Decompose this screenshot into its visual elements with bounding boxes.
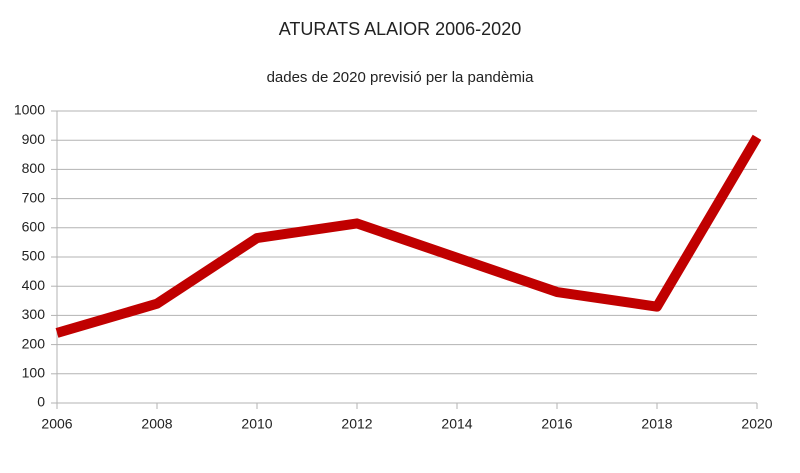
y-tick-label: 100 — [22, 365, 46, 381]
chart-title: ATURATS ALAIOR 2006-2020 — [279, 19, 521, 39]
x-tick-label: 2014 — [441, 416, 472, 432]
y-tick-label: 900 — [22, 131, 46, 147]
y-tick-label: 600 — [22, 219, 46, 235]
x-tick-label: 2012 — [341, 416, 372, 432]
data-line — [55, 134, 762, 338]
chart-subtitle: dades de 2020 previsió per la pandèmia — [267, 69, 535, 86]
x-tick-label: 2020 — [741, 416, 772, 432]
x-tick-label: 2016 — [541, 416, 572, 432]
y-tick-label: 200 — [22, 335, 46, 351]
y-tick-label: 1000 — [14, 102, 45, 118]
y-tick-label: 700 — [22, 189, 46, 205]
x-tick-label: 2008 — [141, 416, 172, 432]
x-tick-label: 2006 — [41, 416, 72, 432]
y-tick-label: 500 — [22, 248, 46, 264]
y-tick-label: 400 — [22, 277, 46, 293]
x-tick-label: 2018 — [641, 416, 672, 432]
x-tick-label: 2010 — [241, 416, 272, 432]
y-tick-label: 800 — [22, 160, 46, 176]
y-tick-label: 300 — [22, 306, 46, 322]
y-tick-label: 0 — [37, 394, 45, 410]
